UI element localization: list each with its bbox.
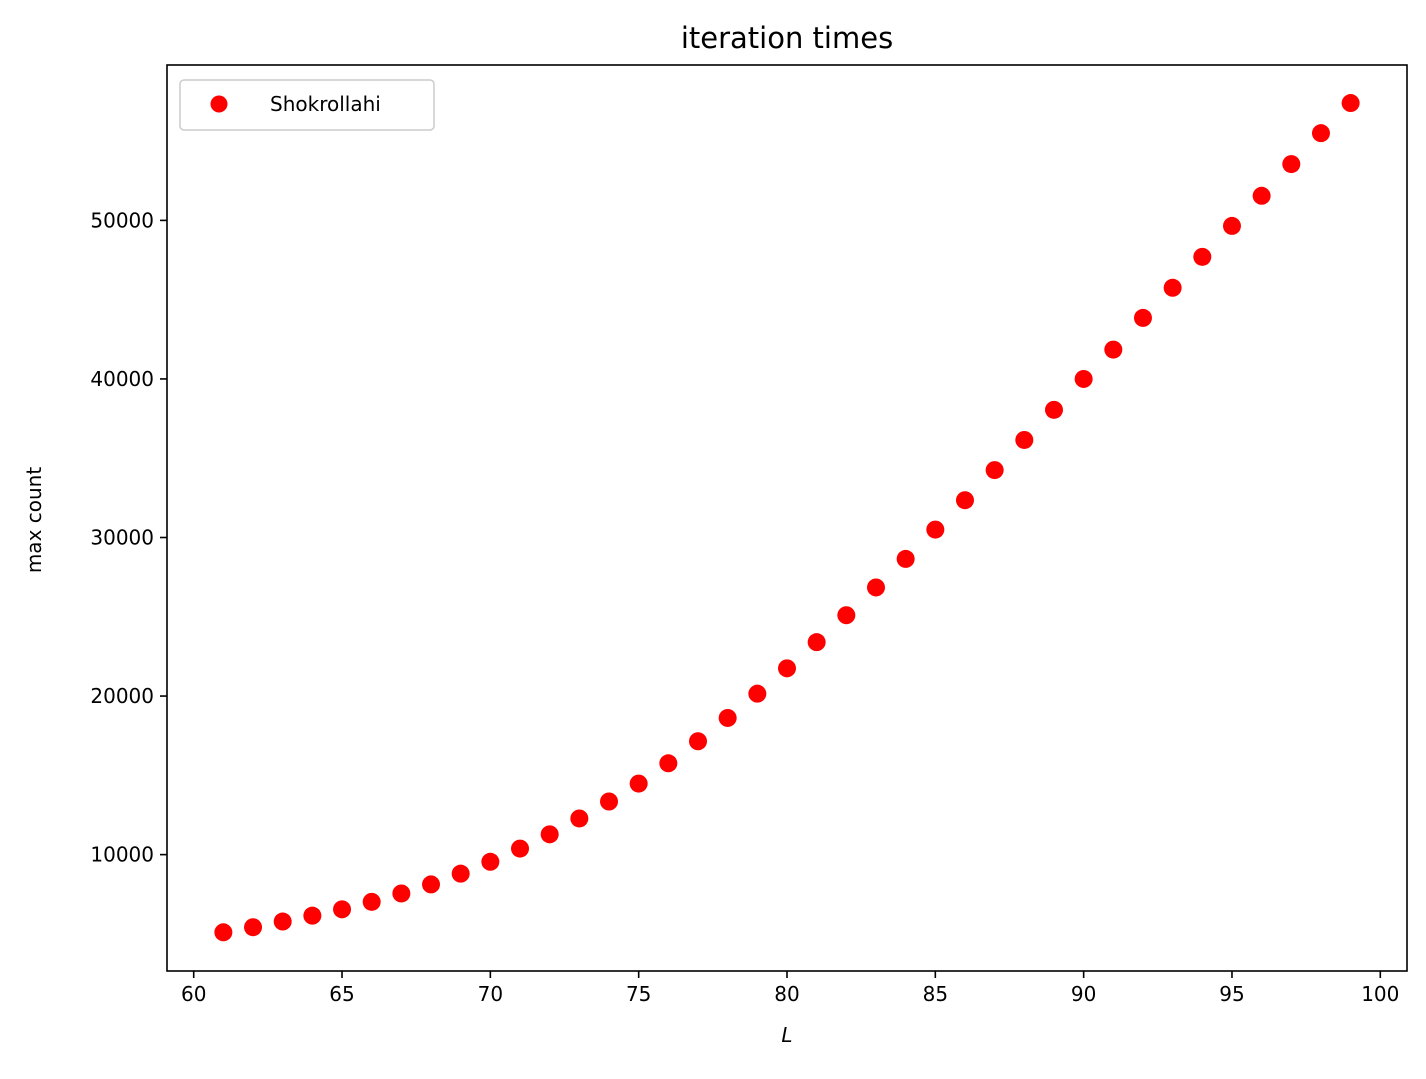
legend-box (179, 79, 435, 131)
data-point (570, 809, 589, 828)
data-point (362, 892, 381, 911)
data-point (926, 520, 945, 539)
data-point (778, 659, 796, 678)
data-point (985, 461, 1004, 480)
data-point (540, 825, 559, 844)
data-point (1133, 308, 1152, 327)
data-point (1074, 369, 1093, 388)
data-point (1015, 430, 1034, 449)
data-point (866, 578, 885, 597)
y-tick-label: 40000 (90, 367, 154, 391)
data-point (748, 684, 767, 703)
data-point (1044, 400, 1063, 419)
legend-marker (210, 95, 228, 113)
data-point (689, 732, 708, 751)
data-point (837, 606, 856, 625)
data-point (392, 884, 411, 903)
y-tick-label: 20000 (90, 684, 154, 708)
data-point (1193, 247, 1212, 266)
data-point (896, 549, 915, 568)
data-point (807, 633, 826, 652)
data-point (303, 906, 322, 925)
legend-label: Shokrollahi (270, 92, 381, 116)
y-tick-label: 30000 (90, 526, 154, 550)
data-point (451, 864, 470, 883)
y-axis-label: max count (22, 467, 46, 574)
data-point (1341, 94, 1360, 113)
data-point (629, 774, 648, 793)
data-point (511, 839, 530, 858)
y-axis: 10000 20000 30000 40000 50000 (90, 208, 167, 867)
data-point (659, 754, 678, 773)
data-point (600, 792, 619, 811)
data-point (1222, 216, 1241, 235)
data-point (422, 875, 441, 894)
data-point (273, 912, 292, 931)
data-point (1104, 340, 1123, 359)
x-axis-label: L (781, 1023, 792, 1047)
x-tick-label: 100 (1361, 982, 1399, 1006)
chart-title: iteration times (681, 21, 893, 55)
x-axis: 60 65 70 75 80 85 90 95 100 (181, 971, 1399, 1006)
data-point (333, 900, 352, 919)
data-point (718, 708, 737, 727)
x-tick-label: 75 (626, 982, 651, 1006)
data-point (955, 491, 974, 510)
x-tick-label: 80 (774, 982, 799, 1006)
data-point (1252, 186, 1271, 205)
x-tick-label: 85 (923, 982, 948, 1006)
x-tick-label: 70 (478, 982, 503, 1006)
x-tick-label: 65 (329, 982, 354, 1006)
y-tick-label: 50000 (90, 208, 154, 232)
data-point (481, 852, 500, 871)
data-point (1163, 278, 1182, 297)
x-tick-label: 90 (1071, 982, 1096, 1006)
data-point (244, 918, 263, 937)
y-tick-label: 10000 (90, 843, 154, 867)
data-point (1311, 124, 1330, 143)
plot-area (214, 94, 1360, 942)
data-point (1282, 155, 1301, 174)
x-tick-label: 60 (181, 982, 206, 1006)
legend: Shokrollahi (179, 79, 435, 131)
x-tick-label: 95 (1219, 982, 1244, 1006)
data-point (214, 923, 233, 942)
